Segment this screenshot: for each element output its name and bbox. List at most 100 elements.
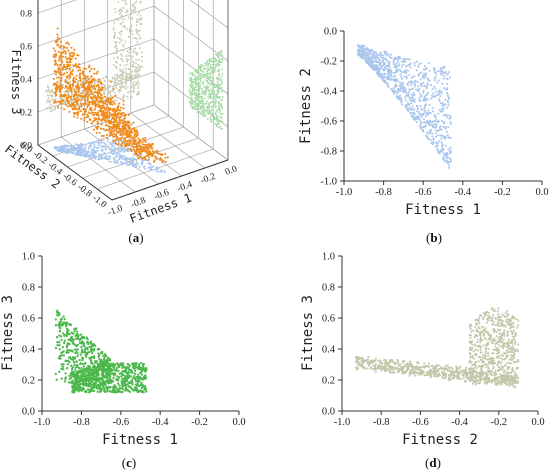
x-tick-label: -0.4 [454, 187, 471, 198]
front-point [125, 132, 128, 135]
projection-point [52, 98, 54, 101]
projection-point [57, 148, 59, 151]
projection-point [96, 149, 99, 152]
front-point [68, 103, 71, 106]
data-point [85, 341, 89, 344]
projection-point [116, 49, 119, 52]
projection-point [116, 147, 119, 150]
projection-point [198, 99, 201, 102]
data-point [407, 81, 410, 84]
data-point [380, 54, 383, 57]
front-point [166, 156, 169, 159]
projection-point [120, 53, 123, 56]
front-point [54, 52, 57, 55]
projection-point [209, 116, 212, 119]
front-point [115, 118, 118, 121]
data-point [402, 59, 406, 62]
data-point [121, 362, 124, 366]
data-point [434, 131, 437, 134]
front-point [87, 115, 90, 118]
front-point [100, 93, 103, 96]
projection-point [197, 97, 200, 100]
projection-point [113, 161, 116, 164]
projection-point [122, 78, 125, 81]
data-point [131, 388, 134, 391]
data-point [143, 388, 146, 391]
projection-point [221, 89, 224, 92]
front-point [56, 36, 59, 39]
front-point [107, 98, 110, 101]
data-point [365, 60, 368, 64]
projection-point [217, 52, 220, 55]
projection-point [79, 147, 82, 150]
data-point [61, 332, 65, 335]
projection-point [79, 154, 82, 157]
data-point [405, 65, 408, 68]
data-point [431, 143, 434, 146]
projection-point [115, 99, 118, 102]
projection-point [119, 154, 122, 157]
front-point [72, 107, 75, 110]
data-point [386, 81, 389, 84]
data-point [365, 51, 368, 54]
data-point [69, 349, 72, 352]
data-point [90, 362, 93, 365]
projection-point [131, 17, 134, 20]
projection-point [138, 29, 141, 32]
projection-point [149, 167, 152, 170]
projection-point [110, 145, 113, 148]
front-point [120, 113, 123, 117]
front-point [71, 83, 74, 86]
projection-point [130, 57, 133, 60]
data-point [123, 366, 126, 369]
projection-point [206, 74, 209, 77]
front-point [114, 113, 117, 117]
data-point [73, 330, 76, 333]
front-point [144, 155, 147, 158]
front-point [130, 123, 133, 126]
projection-point [211, 109, 214, 112]
projection-point [102, 153, 105, 156]
front-point [69, 97, 73, 100]
projection-point [119, 156, 122, 159]
front-point [120, 143, 123, 146]
data-point [76, 387, 79, 391]
data-point [446, 116, 449, 119]
data-point [104, 380, 107, 383]
projection-point [134, 47, 137, 50]
projection-point [188, 90, 191, 93]
front-point [112, 139, 115, 142]
projection-point [131, 33, 134, 36]
front-point [104, 116, 107, 119]
projection-point [132, 65, 135, 68]
data-point [427, 122, 430, 125]
data-point [361, 46, 364, 49]
data-point [61, 365, 65, 368]
projection-point [120, 33, 122, 36]
projection-point [205, 86, 208, 89]
front-point [118, 102, 121, 105]
projection-point [136, 93, 139, 96]
data-point [446, 134, 449, 137]
projection-point [205, 102, 208, 105]
front-point [91, 96, 95, 99]
projection-point [91, 154, 94, 157]
data-point [133, 374, 136, 378]
data-point [395, 62, 398, 65]
data-point [395, 92, 399, 95]
projection-point [141, 55, 143, 58]
front-point [124, 113, 128, 116]
data-point [440, 137, 443, 140]
projection-point [107, 79, 110, 82]
projection-point [220, 80, 223, 83]
front-point [108, 134, 111, 137]
data-point [123, 370, 126, 374]
data-point [420, 116, 423, 119]
projection-point [71, 93, 73, 96]
data-point [372, 52, 375, 55]
projection-point [130, 25, 133, 28]
data-point [432, 120, 435, 123]
x-tick-label: 0.0 [232, 417, 245, 428]
front-point [113, 95, 117, 98]
projection-point [130, 65, 133, 68]
